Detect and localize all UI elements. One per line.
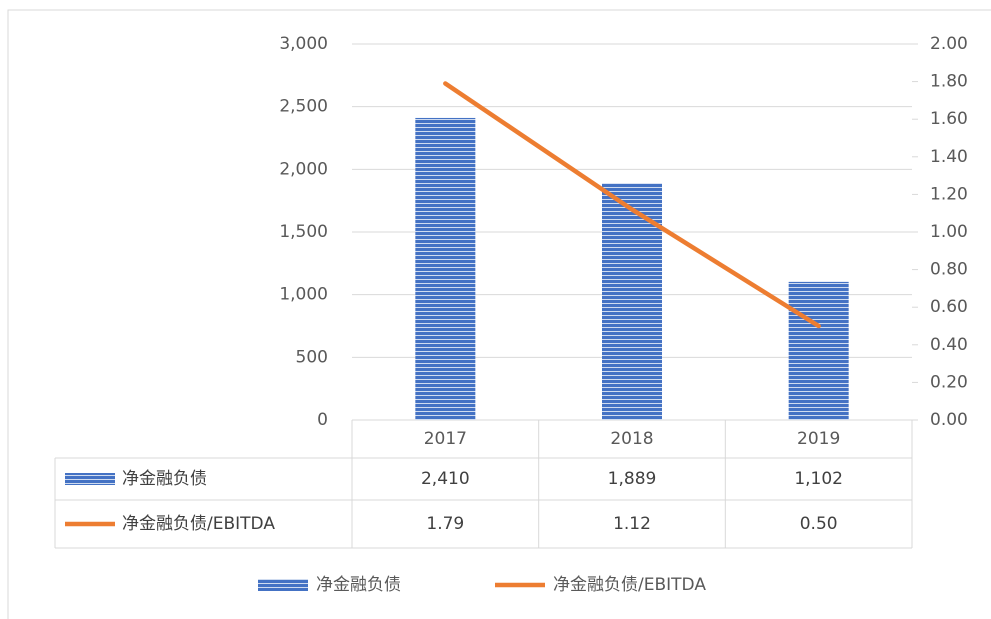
y2-tick-label: 1.00 — [930, 222, 968, 242]
table-value: 0.50 — [800, 514, 838, 534]
y-tick-label: 2,000 — [279, 159, 328, 179]
y2-tick-label: 0.40 — [930, 335, 968, 355]
y2-tick-label: 0.80 — [930, 260, 968, 280]
y-tick-label: 3,000 — [279, 34, 328, 54]
x-tick-label: 2017 — [424, 429, 467, 449]
legend-label: 净金融负债 — [316, 575, 401, 595]
y-tick-label: 1,000 — [279, 285, 328, 305]
x-tick-label: 2018 — [610, 429, 653, 449]
y2-tick-label: 1.80 — [930, 72, 968, 92]
legend-label: 净金融负债/EBITDA — [553, 575, 706, 595]
legend-icon — [258, 579, 308, 591]
bar — [788, 281, 849, 420]
table-series-name: 净金融负债 — [122, 469, 207, 489]
bar — [602, 183, 662, 420]
y2-tick-label: 0.00 — [930, 410, 968, 430]
x-tick-label: 2019 — [797, 429, 840, 449]
table-value: 1,889 — [608, 469, 657, 489]
table-value: 1,102 — [794, 469, 843, 489]
y2-tick-label: 2.00 — [930, 34, 968, 54]
table-value: 1.12 — [613, 514, 651, 534]
y-tick-label: 500 — [296, 347, 328, 367]
y2-tick-label: 1.40 — [930, 147, 968, 167]
table-legend-icon — [65, 473, 115, 485]
y2-tick-label: 0.60 — [930, 297, 968, 317]
table-value: 1.79 — [426, 514, 464, 534]
y2-tick-label: 0.20 — [930, 372, 968, 392]
line — [443, 81, 821, 329]
y-tick-label: 2,500 — [279, 97, 328, 117]
y2-tick-label: 1.60 — [930, 109, 968, 129]
table-series-name: 净金融负债/EBITDA — [122, 514, 275, 534]
bar — [415, 117, 476, 421]
table-value: 2,410 — [421, 469, 470, 489]
y-tick-label: 1,500 — [279, 222, 328, 242]
y2-tick-label: 1.20 — [930, 184, 968, 204]
frame — [7, 9, 991, 619]
y-tick-label: 0 — [317, 410, 328, 430]
